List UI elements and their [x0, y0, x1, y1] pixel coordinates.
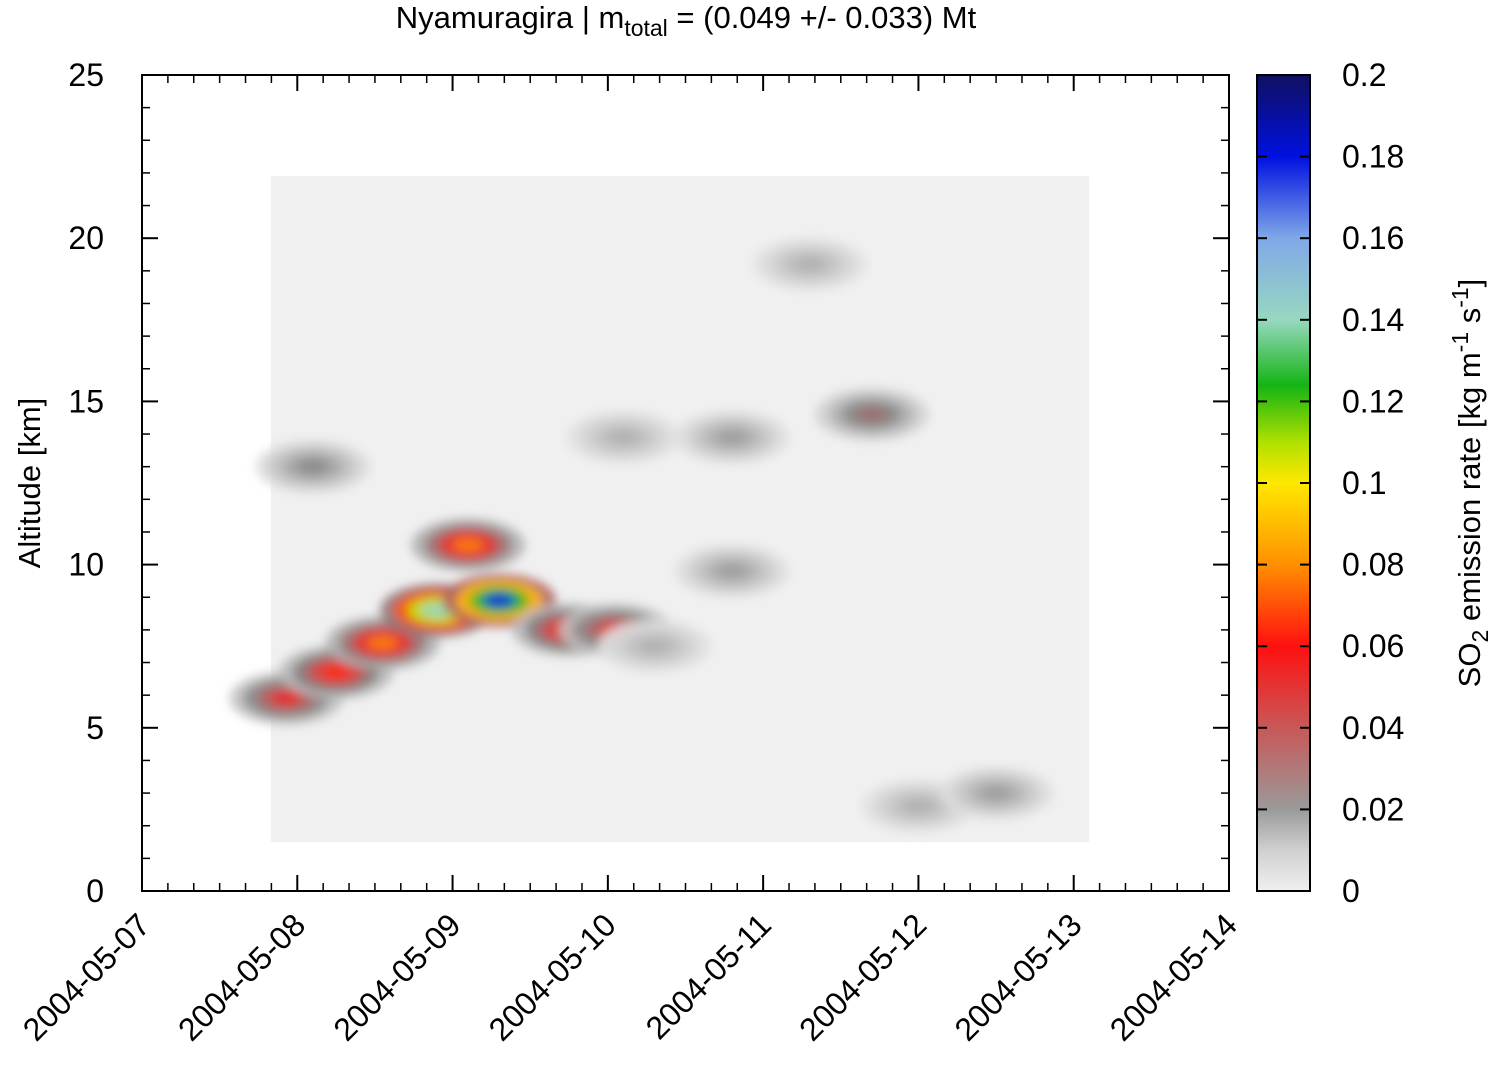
plume-11-level-3 — [855, 406, 888, 422]
cb-label-sup1: -1 — [1447, 332, 1473, 352]
x-tick-label: 2004-05-12 — [792, 906, 933, 1047]
title-symbol: m — [598, 0, 624, 35]
heatmap-background — [270, 176, 1090, 843]
plume-16-level-3 — [716, 563, 749, 579]
cb-label-sup2: -1 — [1447, 287, 1473, 307]
y-axis-label: Altitude [km] — [12, 398, 47, 569]
cb-tick-label: 0.08 — [1342, 547, 1404, 583]
plume-2-level-3 — [366, 635, 399, 651]
plume-9-level-3 — [607, 429, 640, 445]
plume-layer — [229, 237, 1053, 833]
cb-tick-label: 0.2 — [1342, 57, 1386, 93]
cb-tick-label: 0.06 — [1342, 628, 1404, 664]
title-subscript: total — [624, 15, 667, 41]
plume-8-level-3 — [296, 459, 329, 475]
cb-label-suffix: ] — [1452, 279, 1487, 288]
colorbar-axis: 0 0.02 0.04 0.06 0.08 0.1 0.12 0.14 0.16 0.18 0.2 — [1257, 57, 1404, 909]
x-tick-label: 2004-05-08 — [171, 906, 312, 1047]
plume-10-level-3 — [716, 429, 749, 445]
cb-label-prefix: SO — [1452, 643, 1487, 688]
y-tick-label: 0 — [86, 873, 104, 909]
cb-tick-label: 0.02 — [1342, 791, 1404, 827]
y-tick-label: 15 — [68, 383, 104, 419]
plume-14-level-3 — [980, 785, 1013, 801]
x-tick-label: 2004-05-13 — [947, 906, 1088, 1047]
plume-0-level-3 — [270, 690, 303, 706]
x-tick-label: 2004-05-07 — [16, 906, 157, 1047]
y-tick-label: 5 — [86, 710, 104, 746]
cb-tick-label: 0 — [1342, 873, 1360, 909]
cb-tick-label: 0.18 — [1342, 139, 1404, 175]
plume-12-level-3 — [793, 256, 826, 272]
y-tick-label: 20 — [68, 220, 104, 256]
heatmap — [229, 176, 1090, 843]
cb-tick-label: 0.04 — [1342, 710, 1404, 746]
chart-title: Nyamuragira | mtotal = (0.049 +/- 0.033)… — [396, 0, 977, 41]
cb-tick-label: 0.12 — [1342, 383, 1404, 419]
y-tick-label: 25 — [68, 57, 104, 93]
title-value: = (0.049 +/- 0.033) Mt — [668, 0, 977, 35]
plume-1-level-3 — [320, 664, 353, 680]
cb-tick-label: 0.1 — [1342, 465, 1386, 501]
colorbar-label: SO2 emission rate [kg m-1 s-1] — [1447, 279, 1493, 688]
cb-tick-label: 0.14 — [1342, 302, 1404, 338]
plume-15-level-3 — [638, 638, 671, 654]
title-volcano: Nyamuragira — [396, 0, 574, 35]
cb-tick-label: 0.16 — [1342, 220, 1404, 256]
y-tick-label: 10 — [68, 547, 104, 583]
cb-label-sub: 2 — [1467, 630, 1493, 643]
x-tick-label: 2004-05-14 — [1103, 906, 1244, 1047]
cb-label-mid2: s — [1452, 308, 1487, 332]
title-separator: | — [573, 0, 598, 35]
x-tick-label: 2004-05-10 — [482, 906, 623, 1047]
plume-4-level-3 — [483, 593, 516, 609]
plume-5-level-3 — [452, 537, 485, 553]
x-tick-label: 2004-05-09 — [326, 906, 467, 1047]
plume-13-level-3 — [902, 798, 935, 814]
x-tick-label: 2004-05-11 — [639, 906, 779, 1046]
cb-label-mid: emission rate [kg m — [1452, 352, 1487, 629]
y-axis: 0 5 10 15 20 25 — [68, 57, 1229, 909]
